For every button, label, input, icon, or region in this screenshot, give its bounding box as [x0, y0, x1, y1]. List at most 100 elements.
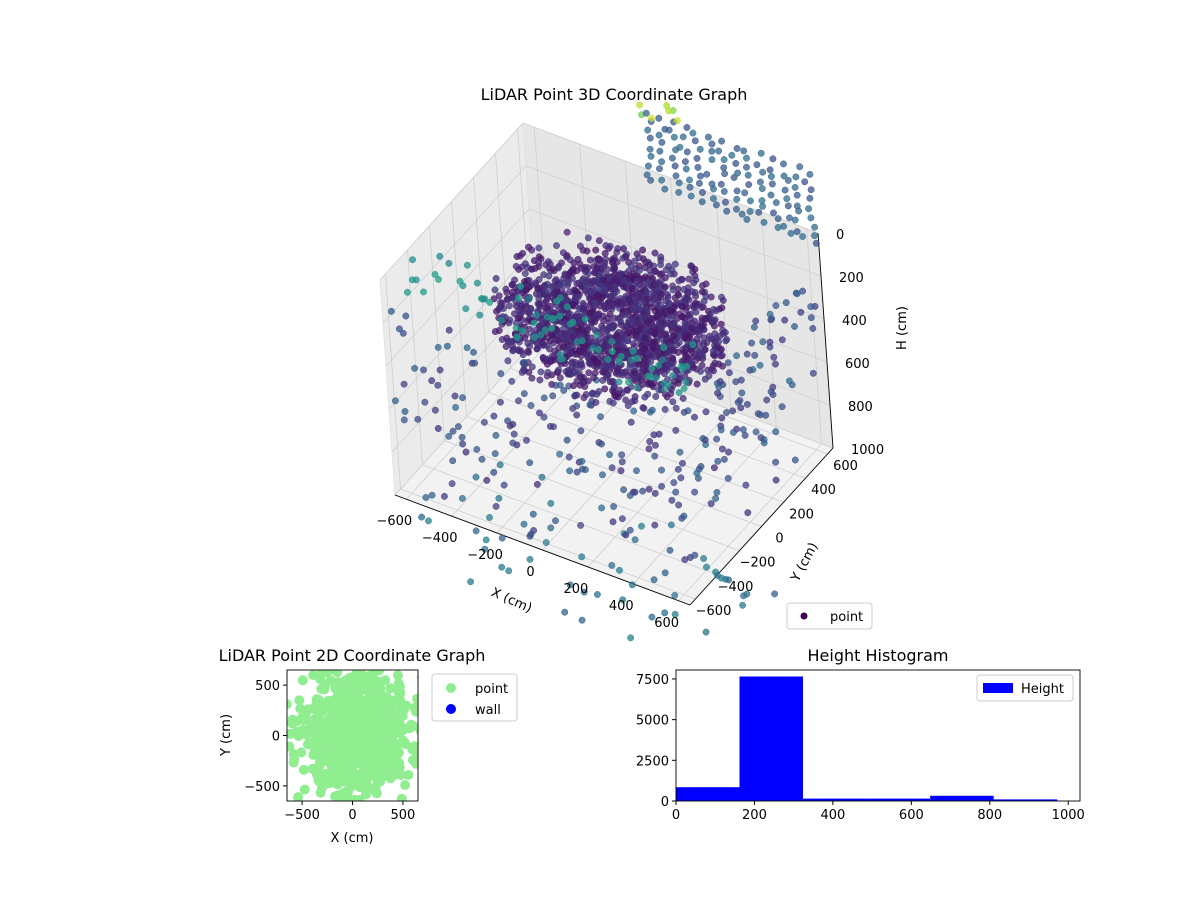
scatter2d-point — [312, 696, 323, 707]
scatter3d-point — [536, 376, 544, 384]
scatter3d-point — [724, 474, 732, 482]
scatter3d-point — [409, 256, 416, 264]
scatter3d-point — [705, 372, 713, 380]
scatter3d-xtick-label: 0 — [526, 565, 534, 580]
scatter3d-point — [811, 232, 818, 240]
scatter3d-point — [618, 451, 626, 459]
scatter2d-xtick-label: 500 — [390, 808, 415, 823]
histogram-xtick-label: 400 — [820, 808, 845, 823]
scatter3d-point — [657, 253, 665, 261]
scatter3d-point — [714, 457, 722, 465]
scatter3d-point — [538, 473, 546, 481]
scatter3d-point — [743, 350, 751, 358]
scatter3d-point — [550, 315, 558, 323]
scatter2d-point — [287, 728, 296, 739]
scatter3d-point — [549, 283, 557, 291]
scatter3d-point — [448, 480, 456, 488]
scatter3d-gridline — [388, 251, 533, 410]
scatter2d-legend-point-label: point — [475, 682, 508, 697]
scatter3d-point — [641, 334, 649, 342]
scatter3d-point — [420, 366, 427, 374]
scatter2d-point — [355, 810, 365, 820]
scatter3d-point — [780, 172, 788, 180]
scatter3d-point — [548, 324, 556, 332]
scatter3d-ticks: −600 −400 −200 0 200 400 600 −600 −400 −200 0 200 40… — [376, 228, 884, 631]
scatter3d-point — [625, 378, 632, 386]
scatter2d-point — [292, 716, 302, 727]
scatter3d-point — [756, 361, 764, 369]
scatter3d-point — [600, 324, 608, 332]
scatter3d-point — [637, 322, 645, 330]
scatter3d-point — [715, 383, 723, 391]
scatter2d-point — [404, 723, 415, 734]
scatter3d-point — [568, 275, 576, 283]
scatter3d-gridline — [451, 201, 467, 417]
scatter3d-point — [526, 459, 534, 467]
scatter3d-point — [787, 229, 795, 237]
scatter3d-point — [628, 398, 636, 406]
scatter2d-ytick-label: 500 — [255, 679, 280, 694]
scatter3d-ztick-label: 800 — [848, 400, 873, 415]
scatter3d-point — [770, 209, 777, 217]
scatter3d-point — [425, 517, 432, 525]
scatter3d-point — [739, 426, 747, 434]
scatter2d-point — [393, 687, 404, 698]
scatter3d-ztick-label: 0 — [836, 228, 844, 243]
scatter3d-point — [584, 270, 592, 277]
scatter3d-point — [609, 324, 616, 332]
scatter3d-point — [431, 270, 439, 278]
scatter3d-point — [608, 347, 616, 355]
scatter3d-point — [675, 389, 683, 397]
scatter3d-point — [574, 255, 582, 263]
scatter2d-xlabel: X (cm) — [331, 831, 374, 846]
scatter3d-point — [598, 440, 605, 448]
scatter3d-point — [807, 303, 815, 311]
scatter3d-chart: LiDAR Point 3D Coordinate Graph −600 −400… — [376, 85, 910, 642]
scatter3d-point — [472, 473, 480, 481]
histogram-ytick-label: 0 — [661, 795, 669, 810]
scatter3d-point — [713, 435, 721, 443]
scatter2d-ytick-label: 0 — [272, 730, 280, 745]
scatter3d-point — [445, 326, 453, 334]
scatter3d-point — [759, 338, 767, 346]
scatter3d-point — [639, 246, 647, 254]
scatter2d-point — [372, 726, 382, 737]
scatter3d-xtick-label: 200 — [563, 582, 588, 597]
scatter3d-points — [387, 101, 820, 642]
scatter3d-point — [513, 334, 521, 342]
scatter3d-point — [721, 329, 729, 336]
scatter3d-point — [741, 431, 749, 439]
scatter3d-point — [568, 364, 576, 372]
scatter3d-point — [627, 634, 635, 642]
scatter3d-point — [471, 359, 479, 367]
scatter3d-gridline — [385, 273, 401, 489]
scatter3d-point — [658, 466, 665, 474]
histogram-bar — [930, 795, 994, 801]
scatter2d-point — [391, 769, 402, 780]
scatter3d-point — [579, 305, 587, 313]
scatter3d-point — [743, 163, 750, 171]
scatter3d-point — [769, 155, 777, 163]
scatter3d-point — [476, 311, 484, 319]
scatter3d-point — [679, 394, 687, 402]
scatter3d-point — [509, 420, 517, 428]
scatter3d-point — [601, 259, 609, 267]
scatter3d-point — [530, 319, 538, 327]
scatter2d-point — [307, 763, 318, 774]
scatter3d-point — [753, 161, 761, 169]
scatter3d-gridline — [379, 122, 524, 281]
scatter3d-point — [807, 186, 815, 194]
scatter2d-point — [288, 757, 299, 768]
scatter2d-point — [350, 709, 361, 720]
scatter3d-point — [720, 164, 728, 172]
scatter3d-point — [714, 389, 722, 397]
scatter3d-point — [609, 302, 617, 310]
scatter3d-zlabel: H (cm) — [895, 306, 910, 350]
scatter3d-point — [492, 275, 500, 282]
scatter3d-point — [500, 481, 508, 489]
scatter3d-point — [613, 367, 621, 375]
scatter3d-point — [508, 281, 516, 289]
scatter3d-point — [482, 536, 490, 544]
scatter3d-point — [772, 428, 780, 436]
scatter3d-point — [670, 332, 678, 340]
